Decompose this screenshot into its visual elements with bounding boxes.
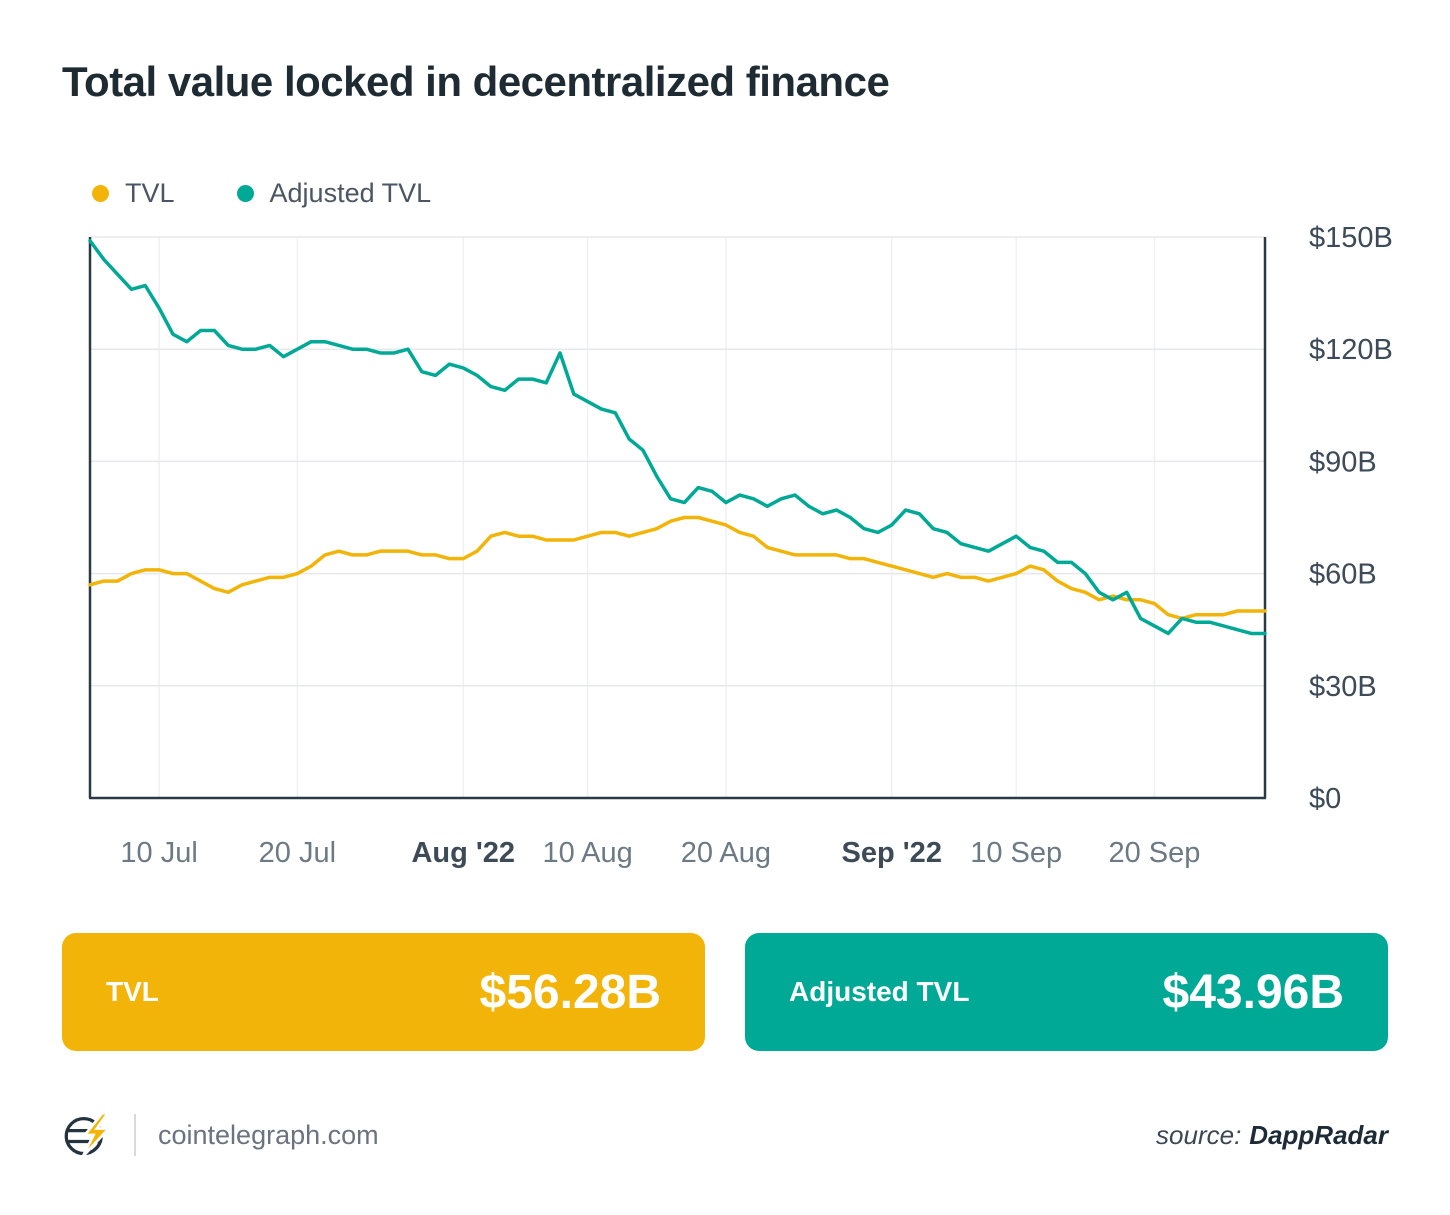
stat-badges: TVL $56.28B Adjusted TVL $43.96B [62,933,1388,1051]
x-axis-tick-label: 10 Aug [542,837,632,869]
badge-tvl-label: TVL [106,976,159,1007]
x-axis-tick-label: 20 Sep [1108,837,1200,869]
x-axis-tick-label: Sep '22 [842,837,942,869]
footer-brand: cointelegraph.com [62,1111,379,1159]
footer-site-link[interactable]: cointelegraph.com [158,1119,379,1150]
source-name: DappRadar [1249,1119,1388,1150]
y-axis-tick-label: $0 [1309,783,1341,815]
y-axis-tick-label: $90B [1309,446,1377,478]
badge-adjusted-tvl-value: $43.96B [1162,965,1344,1019]
y-axis-tick-label: $120B [1309,334,1393,366]
legend-dot-adjusted-tvl-icon [236,185,254,202]
source-prefix: source: [1156,1119,1242,1150]
badge-adjusted-tvl-label: Adjusted TVL [789,976,970,1007]
x-axis-tick-label: Aug '22 [411,837,515,869]
chart-legend: TVL Adjusted TVL [92,178,431,209]
x-axis-tick-label: 10 Jul [120,837,197,869]
y-axis-tick-label: $60B [1309,559,1377,591]
x-axis-tick-label: 20 Jul [259,837,336,869]
y-axis-tick-label: $150B [1309,222,1393,254]
series-line-tvl [88,515,1267,621]
legend-item-adjusted-tvl: Adjusted TVL [236,178,432,209]
badge-tvl: TVL $56.28B [62,933,705,1051]
cointelegraph-logo-icon [64,1111,112,1158]
legend-label-tvl: TVL [125,178,175,208]
x-axis-tick-label: 10 Sep [970,837,1062,869]
y-axis-tick-label: $30B [1309,671,1377,703]
legend-item-tvl: TVL [92,178,175,209]
footer: cointelegraph.com source: DappRadar [62,1105,1388,1165]
footer-divider [134,1114,136,1156]
page-title: Total value locked in decentralized fina… [62,58,890,105]
series-line-adjusted-tvl [88,238,1267,636]
badge-adjusted-tvl: Adjusted TVL $43.96B [745,933,1388,1051]
legend-label-adjusted-tvl: Adjusted TVL [269,178,432,208]
x-axis-tick-label: 20 Aug [681,837,771,869]
badge-tvl-value: $56.28B [479,965,661,1019]
tvl-line-chart: $0 $30B $60B $90B $120B $150B 10 Jul 20 Jul Aug … [88,222,1393,869]
source-attribution: source: DappRadar [1156,1120,1388,1151]
legend-dot-tvl-icon [92,185,109,202]
